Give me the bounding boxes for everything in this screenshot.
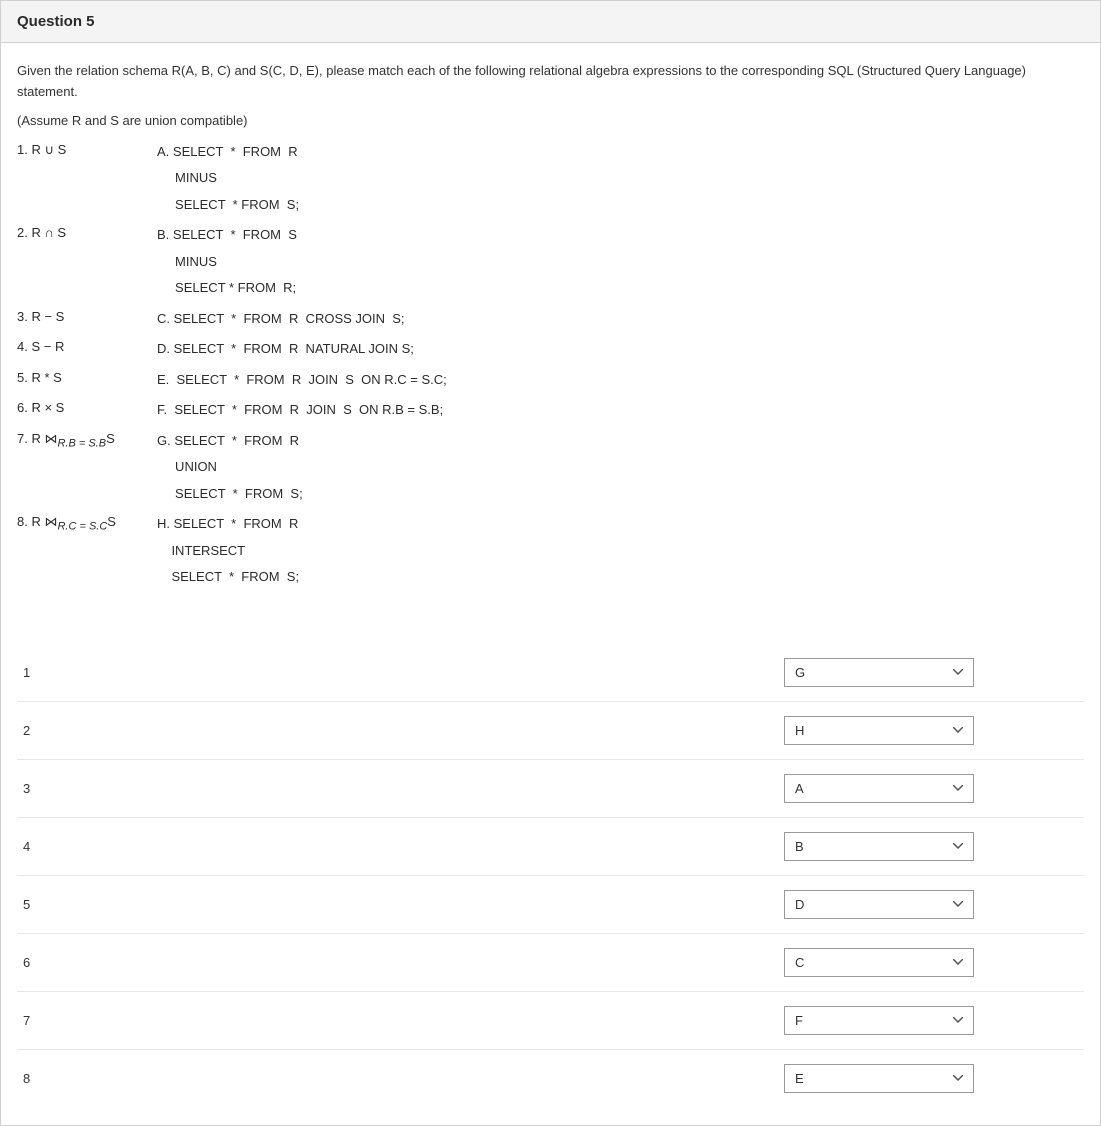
expression-right: H. SELECT * FROM R INTERSECT SELECT * FR… xyxy=(157,514,1084,594)
expression-row: 4. S − RD. SELECT * FROM R NATURAL JOIN … xyxy=(17,339,1084,366)
answer-number: 7 xyxy=(17,1013,30,1028)
expression-right: D. SELECT * FROM R NATURAL JOIN S; xyxy=(157,339,1084,366)
answer-number: 6 xyxy=(17,955,30,970)
sql-line: E. SELECT * FROM R JOIN S ON R.C = S.C; xyxy=(157,370,1084,390)
question-header: Question 5 xyxy=(1,1,1100,43)
expr-text: S xyxy=(107,514,116,529)
answer-number: 1 xyxy=(17,665,30,680)
expression-left: 6. R × S xyxy=(17,400,157,415)
expression-row: 1. R ∪ SA. SELECT * FROM R MINUS SELECT … xyxy=(17,142,1084,222)
expression-left: 1. R ∪ S xyxy=(17,142,157,158)
expr-text: 7. R ⋈ xyxy=(17,431,57,446)
expression-left: 4. S − R xyxy=(17,339,157,354)
sql-line: B. SELECT * FROM S xyxy=(157,225,1084,245)
sql-line: SELECT * FROM R; xyxy=(157,278,1084,298)
answer-select[interactable]: ABCDEFGH xyxy=(784,716,974,745)
answer-row: 5 ABCDEFGH xyxy=(17,876,1084,934)
expressions-list: 1. R ∪ SA. SELECT * FROM R MINUS SELECT … xyxy=(17,142,1084,594)
answer-number: 5 xyxy=(17,897,30,912)
expression-left: 7. R ⋈R.B = S.BS xyxy=(17,431,157,450)
answer-row: 8 ABCDEFGH xyxy=(17,1050,1084,1107)
answer-select[interactable]: ABCDEFGH xyxy=(784,1064,974,1093)
answer-row: 3 ABCDEFGH xyxy=(17,760,1084,818)
answer-number: 2 xyxy=(17,723,30,738)
answer-select[interactable]: ABCDEFGH xyxy=(784,890,974,919)
expression-row: 3. R − SC. SELECT * FROM R CROSS JOIN S; xyxy=(17,309,1084,336)
answer-row: 1 ABCDEFGH xyxy=(17,644,1084,702)
expression-left: 3. R − S xyxy=(17,309,157,324)
expr-subscript: R.C = S.C xyxy=(57,521,107,533)
answer-select[interactable]: ABCDEFGH xyxy=(784,658,974,687)
answers-section: 1 ABCDEFGH 2 ABCDEFGH 3 ABCDEFGH 4 ABCDEFGH 5 ABC… xyxy=(17,644,1084,1107)
answer-row: 6 ABCDEFGH xyxy=(17,934,1084,992)
expr-subscript: R.B = S.B xyxy=(57,437,106,449)
answer-row: 4 ABCDEFGH xyxy=(17,818,1084,876)
expression-right: B. SELECT * FROM S MINUS SELECT * FROM R… xyxy=(157,225,1084,305)
sql-line: G. SELECT * FROM R xyxy=(157,431,1084,451)
expression-row: 6. R × SF. SELECT * FROM R JOIN S ON R.B… xyxy=(17,400,1084,427)
sql-line: MINUS xyxy=(157,252,1084,272)
sql-line: F. SELECT * FROM R JOIN S ON R.B = S.B; xyxy=(157,400,1084,420)
expression-right: C. SELECT * FROM R CROSS JOIN S; xyxy=(157,309,1084,336)
answer-select[interactable]: ABCDEFGH xyxy=(784,774,974,803)
question-title: Question 5 xyxy=(17,13,1084,30)
intro-text: Given the relation schema R(A, B, C) and… xyxy=(17,61,1084,103)
expression-row: 7. R ⋈R.B = S.BSG. SELECT * FROM R UNION… xyxy=(17,431,1084,511)
sql-line: SELECT * FROM S; xyxy=(157,195,1084,215)
answer-select[interactable]: ABCDEFGH xyxy=(784,1006,974,1035)
answer-select[interactable]: ABCDEFGH xyxy=(784,832,974,861)
sql-line: UNION xyxy=(157,457,1084,477)
sql-line: H. SELECT * FROM R xyxy=(157,514,1084,534)
question-container: Question 5 Given the relation schema R(A… xyxy=(0,0,1101,1126)
sql-line: SELECT * FROM S; xyxy=(157,484,1084,504)
answer-number: 4 xyxy=(17,839,30,854)
expr-text: 8. R ⋈ xyxy=(17,514,57,529)
answer-number: 8 xyxy=(17,1071,30,1086)
sql-line: C. SELECT * FROM R CROSS JOIN S; xyxy=(157,309,1084,329)
expression-left: 8. R ⋈R.C = S.CS xyxy=(17,514,157,533)
sql-line: D. SELECT * FROM R NATURAL JOIN S; xyxy=(157,339,1084,359)
expression-right: A. SELECT * FROM R MINUS SELECT * FROM S… xyxy=(157,142,1084,222)
question-body: Given the relation schema R(A, B, C) and… xyxy=(1,43,1100,1125)
answer-row: 7 ABCDEFGH xyxy=(17,992,1084,1050)
assume-text: (Assume R and S are union compatible) xyxy=(17,113,1084,128)
sql-line: INTERSECT xyxy=(157,541,1084,561)
expression-left: 2. R ∩ S xyxy=(17,225,157,240)
expression-right: F. SELECT * FROM R JOIN S ON R.B = S.B; xyxy=(157,400,1084,427)
expression-left: 5. R * S xyxy=(17,370,157,385)
expression-row: 2. R ∩ SB. SELECT * FROM S MINUS SELECT … xyxy=(17,225,1084,305)
sql-line: A. SELECT * FROM R xyxy=(157,142,1084,162)
expression-right: E. SELECT * FROM R JOIN S ON R.C = S.C; xyxy=(157,370,1084,397)
expression-row: 8. R ⋈R.C = S.CSH. SELECT * FROM R INTER… xyxy=(17,514,1084,594)
expr-text: S xyxy=(106,431,115,446)
expression-row: 5. R * SE. SELECT * FROM R JOIN S ON R.C… xyxy=(17,370,1084,397)
sql-line: SELECT * FROM S; xyxy=(157,567,1084,587)
expression-right: G. SELECT * FROM R UNION SELECT * FROM S… xyxy=(157,431,1084,511)
answer-number: 3 xyxy=(17,781,30,796)
answer-row: 2 ABCDEFGH xyxy=(17,702,1084,760)
answer-select[interactable]: ABCDEFGH xyxy=(784,948,974,977)
sql-line: MINUS xyxy=(157,168,1084,188)
